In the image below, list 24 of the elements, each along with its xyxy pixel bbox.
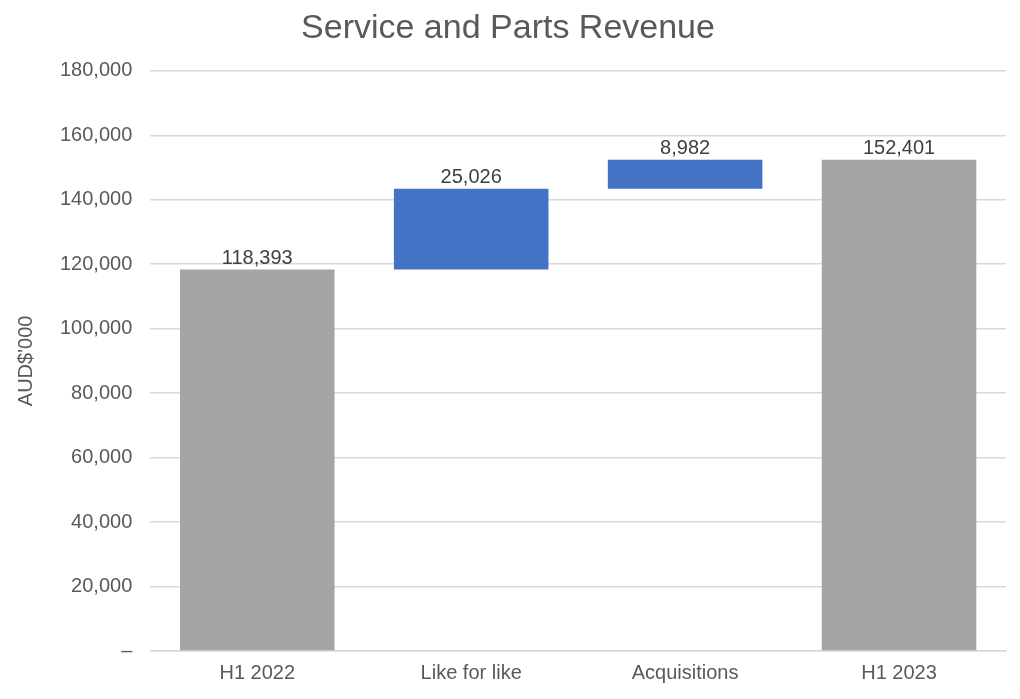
data-label: 152,401 [862, 136, 936, 159]
x-tick-label: Like for like [420, 660, 522, 683]
bar [179, 269, 335, 651]
y-tick-label: 60,000 [71, 445, 133, 468]
y-tick-label: 120,000 [60, 251, 133, 274]
x-tick-label: Acquisitions [631, 660, 739, 683]
bar [393, 188, 549, 270]
bar [607, 159, 763, 189]
data-label: 118,393 [221, 245, 293, 268]
y-tick-label: 160,000 [60, 122, 133, 145]
y-axis-title: AUD$'000 [13, 315, 36, 407]
y-tick-label: 80,000 [71, 380, 133, 403]
x-tick-label: H1 2023 [861, 660, 937, 683]
y-tick-label: 140,000 [60, 187, 133, 210]
y-tick-label: – [121, 638, 134, 661]
y-tick-label: 100,000 [60, 316, 133, 339]
x-tick-label: H1 2022 [219, 660, 296, 683]
data-label: 25,026 [440, 165, 502, 188]
data-label: 8,982 [660, 136, 711, 159]
chart-title: Service and Parts Revenue [301, 6, 715, 45]
y-tick-label: 40,000 [71, 509, 133, 532]
y-tick-label: 20,000 [71, 574, 133, 597]
bar [821, 159, 977, 651]
y-tick-label: 180,000 [60, 58, 133, 81]
